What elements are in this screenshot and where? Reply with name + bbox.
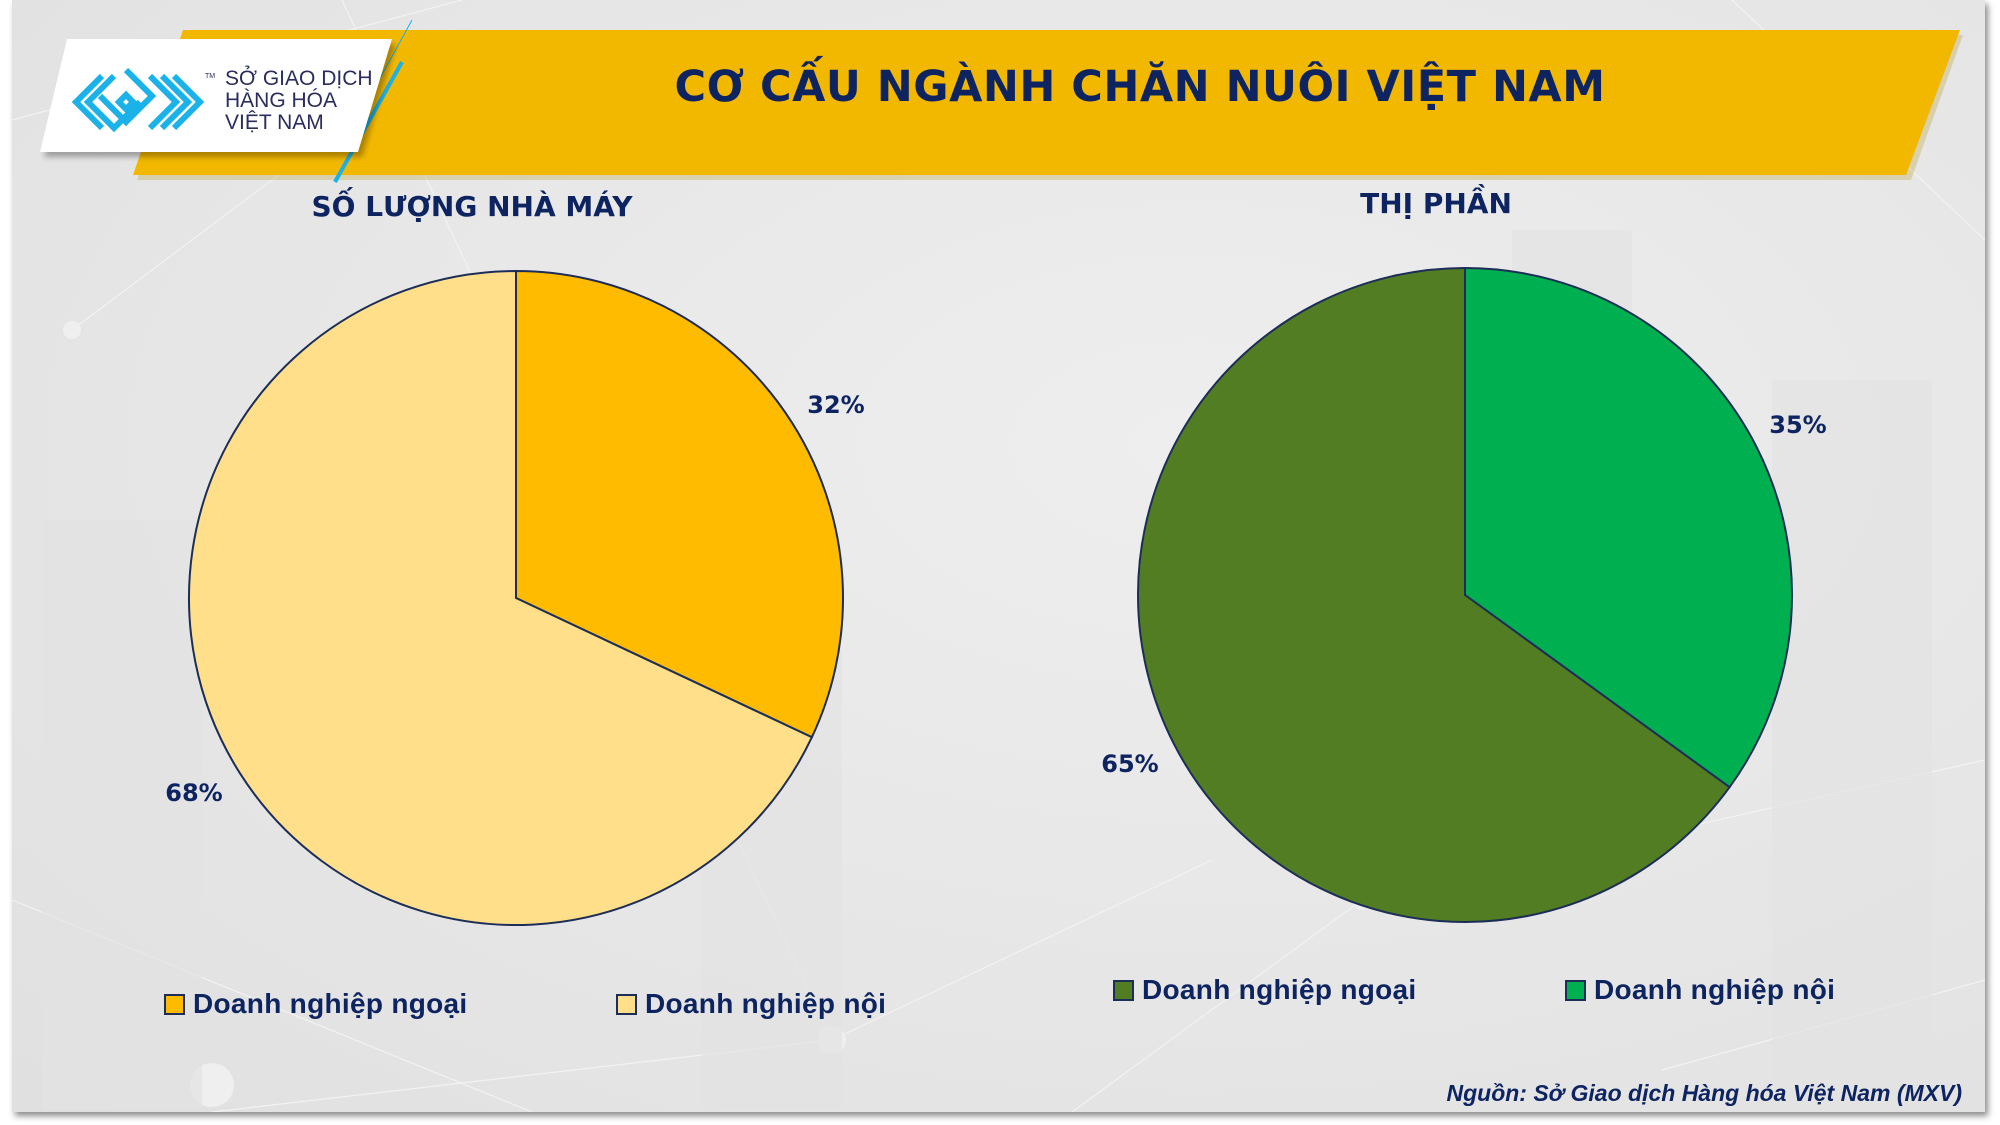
legend-item-share-foreign[interactable]: Doanh nghiệp ngoại	[1113, 974, 1417, 1006]
logo-text: SỞ GIAO DỊCH HÀNG HÓA VIỆT NAM	[225, 68, 373, 134]
decorative-blue-line-thick	[333, 61, 404, 183]
legend-item-factories-domestic[interactable]: Doanh nghiệp nội	[616, 988, 886, 1020]
trademark-symbol: TM	[205, 73, 216, 80]
legend-item-factories-foreign[interactable]: Doanh nghiệp ngoại	[164, 988, 468, 1020]
legend-swatch-icon	[1565, 979, 1586, 1001]
legend-label: Doanh nghiệp nội	[1594, 974, 1836, 1005]
pie-label-share-domestic: 35%	[1769, 411, 1827, 439]
legend-item-share-domestic[interactable]: Doanh nghiệp nội	[1565, 974, 1835, 1006]
page-title: CƠ CẤU NGÀNH CHĂN NUÔI VIỆT NAM	[674, 62, 1606, 112]
legend-swatch-icon	[616, 993, 637, 1015]
logo-line-1: SỞ GIAO DỊCH	[225, 67, 373, 90]
chart-title-factories: SỐ LƯỢNG NHÀ MÁY	[311, 190, 633, 223]
pie-label-factories-domestic: 68%	[165, 779, 223, 807]
legend-label: Doanh nghiệp ngoại	[1142, 974, 1417, 1005]
legend-label: Doanh nghiệp nội	[645, 988, 887, 1019]
pie-label-share-foreign: 65%	[1101, 750, 1159, 778]
legend-swatch-icon	[1113, 979, 1134, 1001]
logo-line-2: HÀNG HÓA	[225, 89, 338, 112]
logo-line-3: VIỆT NAM	[225, 111, 324, 134]
source-note: Nguồn: Sở Giao dịch Hàng hóa Việt Nam (M…	[1446, 1080, 1962, 1106]
header-banner	[40, 19, 1963, 183]
legend-label: Doanh nghiệp ngoại	[193, 988, 468, 1019]
pie-label-factories-foreign: 32%	[807, 391, 865, 419]
legend-swatch-icon	[164, 993, 185, 1015]
banner-yellow	[133, 30, 1960, 175]
mxv-logo-icon	[71, 67, 205, 133]
chart-title-market-share: THỊ PHẦN	[1360, 187, 1512, 220]
